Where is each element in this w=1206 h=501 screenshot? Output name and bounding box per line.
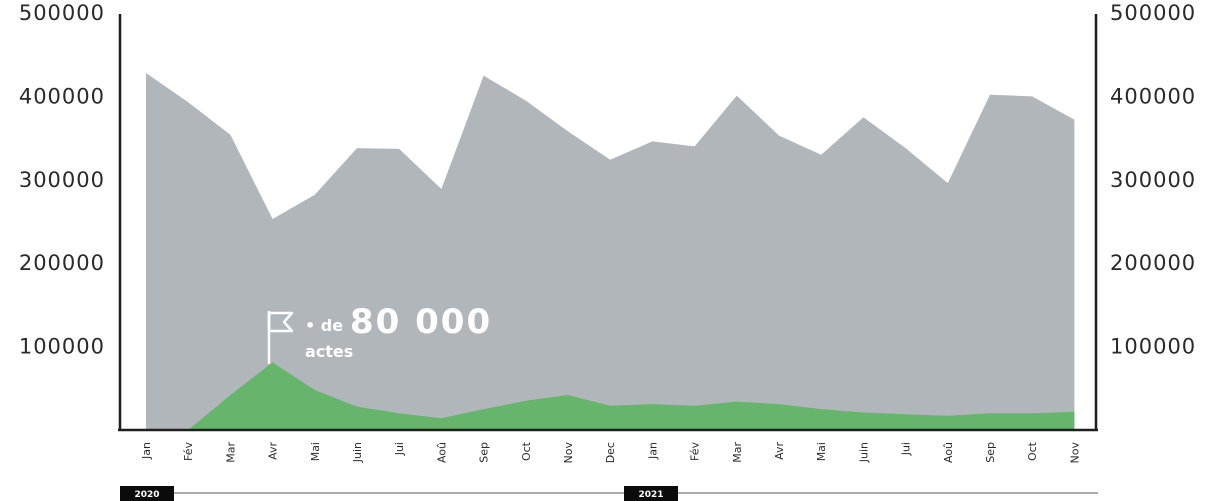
x-tick-label: Avr	[773, 442, 786, 460]
x-tick-labels: Jan Fév Mar Avr Mai Juin Jui Aoû Sep Oct Nov Dec Jan…	[140, 441, 1081, 463]
y-tick-left: 100000	[19, 335, 105, 359]
x-tick-label: Avr	[267, 442, 280, 460]
x-tick-label: Sep	[984, 442, 997, 463]
x-tick-label: Mai	[815, 442, 828, 461]
x-tick-label: Nov	[1068, 442, 1081, 464]
x-tick-label: Jui	[900, 442, 913, 456]
y-tick-right: 200000	[1110, 251, 1196, 275]
peak-annotation: • de 80 000 actes	[267, 302, 492, 364]
series-area-1	[146, 362, 1075, 430]
series-area-0	[146, 73, 1075, 430]
annotation-value: 80 000	[350, 302, 492, 342]
x-tick-label: Aoû	[435, 442, 448, 463]
x-tick-label: Fév	[182, 442, 195, 461]
year-label-2020: 2020	[134, 490, 159, 500]
x-tick-label: Jui	[393, 442, 406, 456]
year-timeline: 2020 2021	[120, 486, 1098, 501]
x-tick-label: Juin	[857, 442, 870, 463]
x-tick-label: Sep	[478, 442, 491, 463]
annotation-suffix: actes	[305, 342, 353, 361]
y-tick-left: 500000	[19, 1, 105, 25]
x-tick-label: Oct	[520, 441, 533, 461]
year-badge-2020	[120, 486, 174, 501]
y-tick-left: 300000	[19, 168, 105, 192]
year-badge-2021	[624, 486, 678, 501]
y-tick-right: 500000	[1110, 1, 1196, 25]
y-tick-right: 100000	[1110, 335, 1196, 359]
x-tick-label: Jan	[646, 442, 659, 460]
x-tick-label: Oct	[1026, 441, 1039, 461]
x-tick-label: Mar	[224, 442, 237, 463]
x-tick-label: Juin	[351, 442, 364, 463]
x-tick-label: Nov	[562, 442, 575, 464]
chart-areas	[146, 73, 1075, 430]
x-tick-label: Jan	[140, 442, 153, 460]
x-tick-label: Mar	[731, 442, 744, 463]
flag-icon	[267, 311, 294, 333]
x-tick-label: Aoû	[942, 442, 955, 463]
right-y-tick-labels: 500000 400000 300000 200000 100000	[1110, 1, 1196, 359]
year-label-2021: 2021	[638, 490, 663, 500]
left-y-tick-labels: 500000 400000 300000 200000 100000	[19, 1, 105, 359]
y-tick-right: 400000	[1110, 84, 1196, 108]
x-tick-label: Fév	[689, 442, 702, 461]
x-tick-label: Dec	[604, 442, 617, 463]
x-tick-label: Mai	[309, 442, 322, 461]
y-tick-left: 400000	[19, 84, 105, 108]
annotation-prefix: • de	[305, 316, 343, 335]
y-tick-left: 200000	[19, 251, 105, 275]
y-tick-right: 300000	[1110, 168, 1196, 192]
